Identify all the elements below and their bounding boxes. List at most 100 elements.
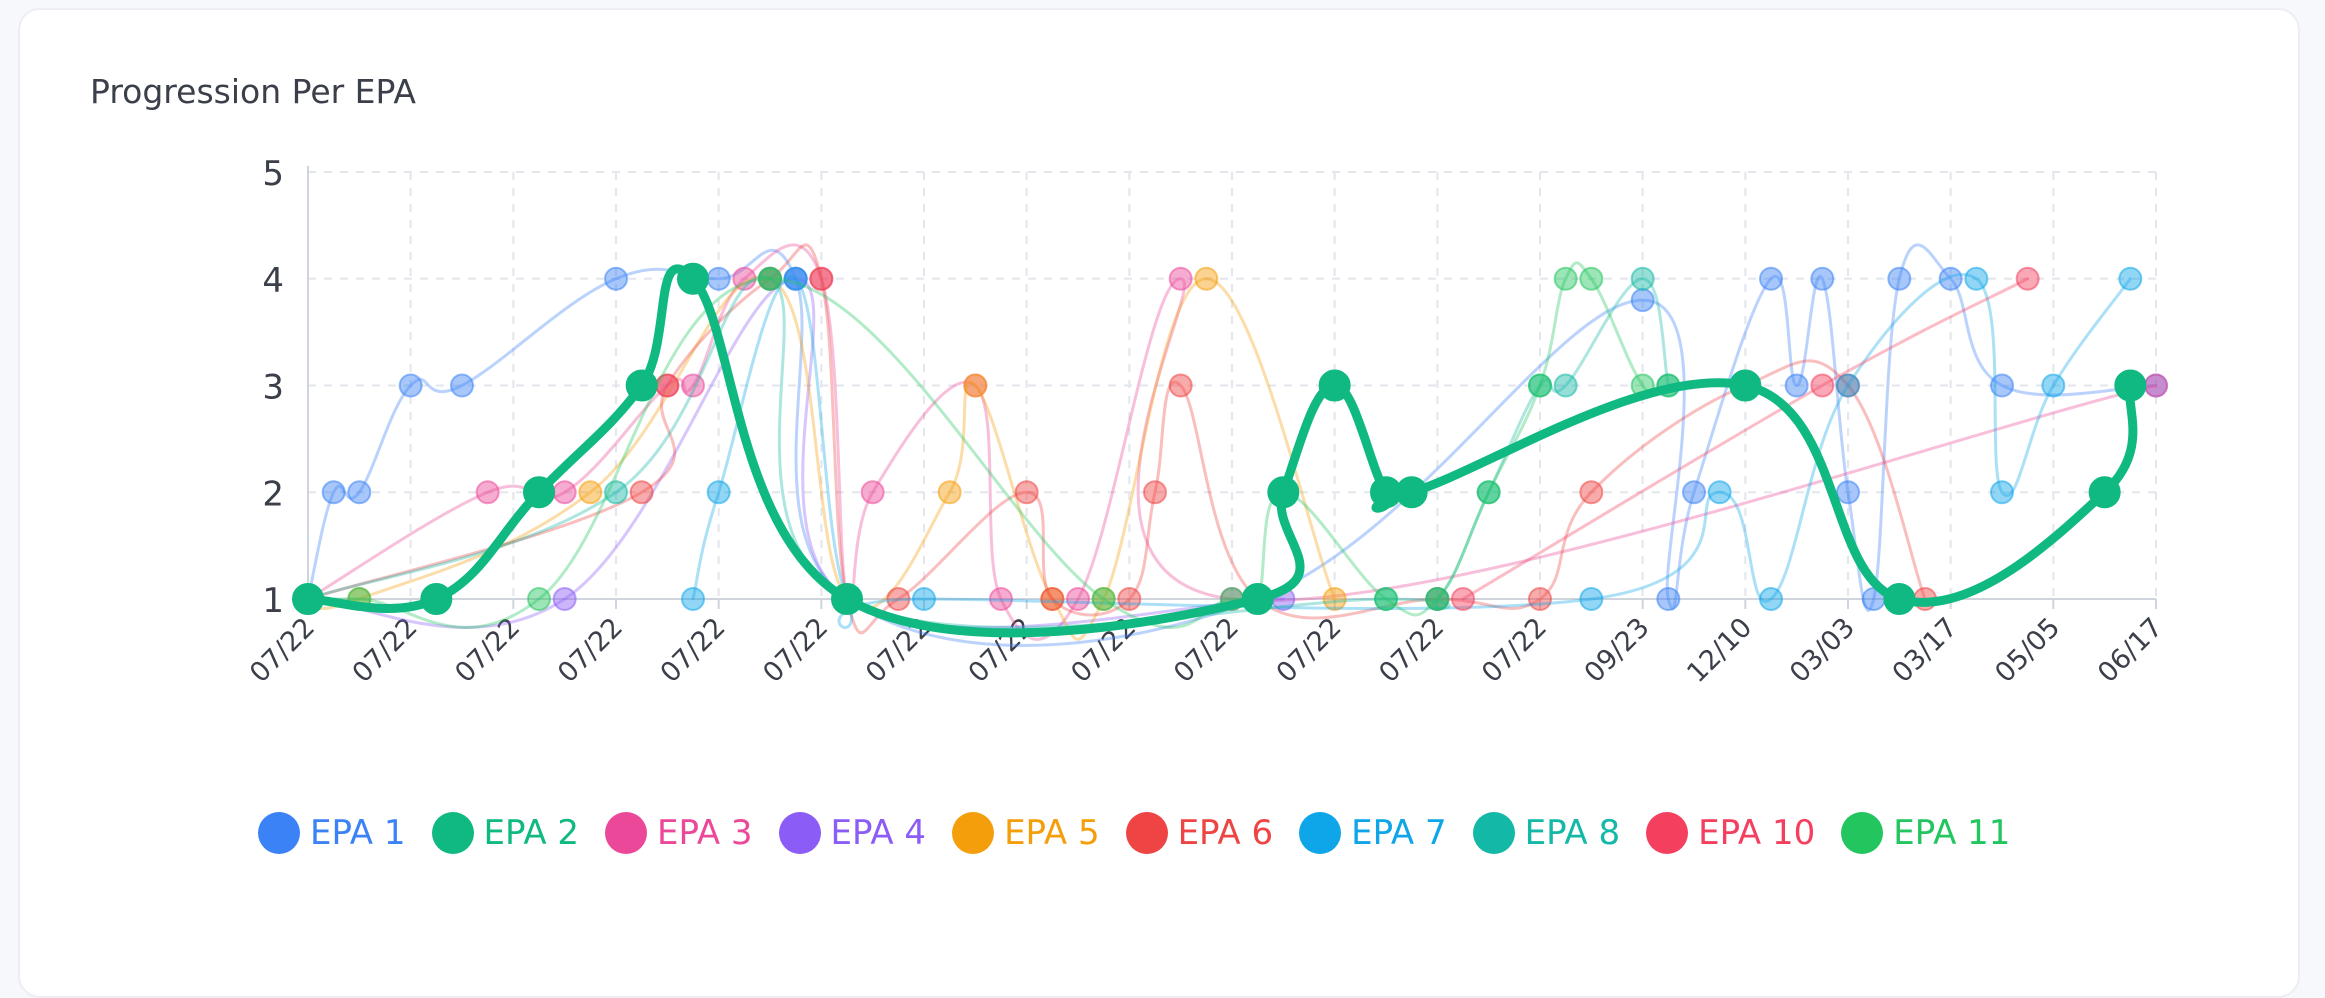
legend-label: EPA 11 (1893, 813, 2011, 853)
data-point[interactable] (552, 480, 577, 505)
data-point[interactable] (450, 373, 474, 398)
data-point[interactable] (1318, 369, 1351, 402)
data-point[interactable] (1476, 480, 1501, 505)
data-point[interactable] (347, 480, 372, 505)
data-point[interactable] (732, 266, 757, 291)
data-point[interactable] (1990, 373, 2014, 398)
data-point[interactable] (1938, 266, 1963, 291)
legend-item-epa-3[interactable]: EPA 3 (605, 812, 753, 854)
data-point[interactable] (677, 262, 709, 295)
data-point[interactable] (578, 480, 603, 505)
data-point[interactable] (1451, 587, 1475, 611)
data-point[interactable] (809, 266, 834, 291)
data-point[interactable] (831, 583, 863, 615)
legend-item-epa-1[interactable]: EPA 1 (258, 812, 406, 854)
data-point[interactable] (1810, 373, 1835, 398)
x-tick-label: 07/22 (757, 612, 834, 689)
data-point[interactable] (1143, 480, 1167, 505)
data-point[interactable] (1425, 587, 1450, 611)
data-point[interactable] (1759, 587, 1783, 611)
data-point[interactable] (783, 266, 808, 291)
data-point[interactable] (963, 373, 988, 398)
data-point[interactable] (475, 480, 500, 505)
data-point[interactable] (604, 480, 628, 505)
data-point[interactable] (1707, 480, 1732, 505)
data-point[interactable] (886, 587, 911, 611)
data-point[interactable] (860, 480, 885, 505)
data-point[interactable] (292, 583, 324, 615)
legend-item-epa-2[interactable]: EPA 2 (431, 812, 579, 854)
data-point[interactable] (1656, 587, 1681, 611)
data-point[interactable] (706, 480, 731, 505)
data-point[interactable] (1117, 587, 1142, 611)
data-point[interactable] (1168, 266, 1193, 291)
data-point[interactable] (1091, 587, 1116, 611)
data-point[interactable] (604, 266, 628, 291)
data-point[interactable] (1066, 587, 1090, 611)
data-point[interactable] (321, 480, 346, 505)
data-point[interactable] (1883, 583, 1916, 615)
series-line (306, 275, 1337, 641)
data-point[interactable] (1759, 266, 1783, 291)
series-line (691, 273, 2132, 629)
data-point[interactable] (2041, 373, 2066, 398)
data-point[interactable] (1836, 480, 1860, 505)
data-point[interactable] (1579, 587, 1604, 611)
data-point[interactable] (758, 266, 782, 291)
data-point[interactable] (1241, 583, 1274, 615)
data-point[interactable] (989, 587, 1013, 611)
data-point[interactable] (2144, 373, 2168, 398)
data-point[interactable] (1887, 266, 1912, 291)
data-point[interactable] (1168, 373, 1193, 398)
data-point[interactable] (681, 587, 705, 611)
data-point[interactable] (2114, 369, 2147, 402)
legend-item-epa-5[interactable]: EPA 5 (952, 812, 1100, 854)
data-point[interactable] (1528, 587, 1552, 611)
data-point[interactable] (2015, 266, 2040, 291)
data-point[interactable] (937, 480, 962, 505)
data-point[interactable] (1553, 373, 1578, 398)
data-point[interactable] (1682, 480, 1706, 505)
legend-item-epa-6[interactable]: EPA 6 (1125, 812, 1273, 854)
legend-swatch (952, 812, 995, 854)
data-point[interactable] (1528, 373, 1552, 398)
data-point[interactable] (2088, 476, 2121, 509)
data-point[interactable] (629, 480, 654, 505)
legend-swatch (778, 812, 821, 854)
data-point[interactable] (1630, 266, 1655, 291)
data-point[interactable] (1729, 369, 1762, 402)
data-point[interactable] (706, 266, 731, 291)
data-point[interactable] (552, 587, 577, 611)
legend-item-epa-8[interactable]: EPA 8 (1472, 812, 1620, 854)
data-point[interactable] (1990, 480, 2014, 505)
data-point[interactable] (1395, 476, 1428, 509)
data-point[interactable] (681, 373, 705, 398)
legend-item-epa-11[interactable]: EPA 11 (1841, 812, 2010, 854)
data-point[interactable] (1014, 480, 1039, 505)
x-tick-label: 07/22 (1271, 612, 1348, 689)
data-point[interactable] (1836, 373, 1860, 398)
data-point[interactable] (523, 476, 555, 509)
data-point[interactable] (1322, 587, 1347, 611)
data-point[interactable] (1630, 288, 1655, 313)
data-point[interactable] (1267, 476, 1300, 509)
data-point[interactable] (1579, 480, 1604, 505)
data-point[interactable] (1553, 266, 1578, 291)
data-point[interactable] (527, 587, 551, 611)
data-point[interactable] (1810, 266, 1835, 291)
legend-swatch (605, 812, 648, 854)
legend-item-epa-4[interactable]: EPA 4 (778, 812, 926, 854)
legend-item-epa-10[interactable]: EPA 10 (1646, 812, 1815, 854)
data-point[interactable] (1579, 266, 1604, 291)
data-point[interactable] (625, 369, 658, 402)
data-point[interactable] (912, 587, 936, 611)
data-point[interactable] (398, 373, 423, 398)
data-point[interactable] (1784, 373, 1809, 398)
data-point[interactable] (1040, 587, 1065, 611)
data-point[interactable] (420, 583, 453, 615)
data-point[interactable] (1194, 266, 1219, 291)
data-point[interactable] (1374, 587, 1398, 611)
data-point[interactable] (1964, 266, 1989, 291)
legend-item-epa-7[interactable]: EPA 7 (1299, 812, 1447, 854)
data-point[interactable] (2118, 266, 2143, 291)
